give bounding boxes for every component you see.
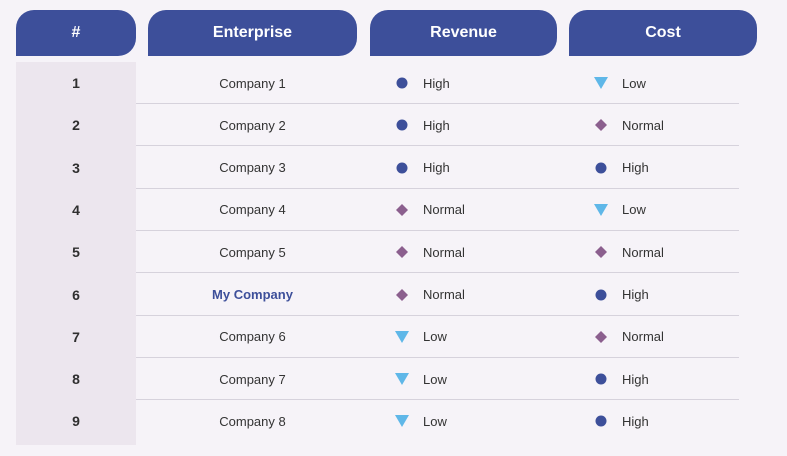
circle-icon — [395, 76, 409, 90]
row-divider — [136, 314, 739, 316]
circle-icon — [395, 161, 409, 175]
cost-cell: Low — [594, 189, 744, 231]
cost-value: Low — [622, 202, 646, 218]
row-number: 3 — [72, 159, 80, 176]
cost-cell: Low — [594, 62, 744, 104]
triangle-down-icon — [594, 203, 608, 217]
revenue-value: Low — [423, 329, 447, 345]
table-row: 3 Company 3 High High — [16, 147, 739, 189]
number-column-background — [16, 62, 136, 445]
enterprise-name: Company 7 — [219, 371, 286, 387]
triangle-down-icon — [395, 414, 409, 428]
table-row: 5 Company 5 Normal Normal — [16, 231, 739, 274]
revenue-cell: Low — [395, 358, 565, 400]
revenue-value: Normal — [423, 244, 465, 260]
diamond-icon — [395, 203, 409, 217]
header-cost-label: Cost — [645, 24, 681, 41]
row-divider — [136, 187, 739, 189]
triangle-down-icon — [594, 76, 608, 90]
cost-cell: Normal — [594, 316, 744, 358]
enterprise-name: Company 3 — [219, 160, 286, 176]
row-number: 2 — [72, 117, 80, 134]
revenue-cell: Low — [395, 316, 565, 358]
revenue-value: High — [423, 117, 450, 133]
revenue-value: High — [423, 160, 450, 176]
enterprise-name: Company 8 — [219, 413, 286, 429]
cost-cell: High — [594, 147, 744, 189]
diamond-icon — [594, 118, 608, 132]
table-row: 9 Company 8 Low High — [16, 400, 739, 442]
revenue-cell: Normal — [395, 274, 565, 316]
revenue-cell: High — [395, 147, 565, 189]
cost-value: Normal — [622, 117, 664, 133]
row-number: 7 — [72, 328, 80, 345]
table-row: 1 Company 1 High Low — [16, 62, 739, 104]
table-row: 7 Company 6 Low Normal — [16, 316, 739, 358]
table-row: 4 Company 4 Normal Low — [16, 189, 739, 231]
revenue-cell: High — [395, 104, 565, 146]
cost-value: High — [622, 287, 649, 302]
diamond-icon — [395, 245, 409, 259]
cost-value: High — [622, 413, 649, 429]
cost-value: Normal — [622, 244, 664, 260]
circle-icon — [594, 414, 608, 428]
row-number: 8 — [72, 371, 80, 388]
table-row: 8 Company 7 Low High — [16, 358, 739, 401]
diamond-icon — [594, 330, 608, 344]
revenue-value: Normal — [423, 287, 465, 302]
cost-cell: High — [594, 358, 744, 400]
row-number: 4 — [72, 201, 80, 218]
circle-icon — [594, 161, 608, 175]
revenue-value: Low — [423, 413, 447, 429]
cost-value: High — [622, 160, 649, 176]
circle-icon — [395, 118, 409, 132]
cost-cell: Normal — [594, 231, 744, 273]
enterprise-name: Company 5 — [219, 244, 286, 260]
enterprise-name: My Company — [212, 287, 293, 302]
header-enterprise: Enterprise — [148, 10, 357, 56]
revenue-cell: Low — [395, 400, 565, 442]
revenue-cell: High — [395, 62, 565, 104]
revenue-cell: Normal — [395, 231, 565, 273]
diamond-icon — [594, 245, 608, 259]
row-divider — [136, 399, 739, 401]
row-divider — [136, 229, 739, 231]
cost-value: High — [622, 371, 649, 387]
header-revenue-label: Revenue — [430, 24, 497, 41]
triangle-down-icon — [395, 372, 409, 386]
cost-value: Low — [622, 75, 646, 91]
table-row: 6 My Company Normal High — [16, 274, 739, 316]
header-number: # — [16, 10, 136, 56]
cost-cell: Normal — [594, 104, 744, 146]
circle-icon — [594, 288, 608, 302]
header-enterprise-label: Enterprise — [212, 24, 293, 41]
row-number: 1 — [72, 75, 80, 91]
header-cost: Cost — [569, 10, 757, 56]
row-divider — [136, 356, 739, 358]
cost-value: Normal — [622, 329, 664, 345]
triangle-down-icon — [395, 330, 409, 344]
enterprise-name: Company 6 — [219, 329, 286, 345]
row-divider — [136, 272, 739, 274]
cost-cell: High — [594, 274, 744, 316]
enterprise-name: Company 4 — [219, 202, 286, 218]
revenue-value: Low — [423, 371, 447, 387]
row-divider — [136, 103, 739, 104]
enterprise-name: Company 1 — [219, 75, 286, 91]
row-divider — [136, 145, 739, 147]
diamond-icon — [395, 288, 409, 302]
row-number: 5 — [72, 244, 80, 261]
revenue-value: Normal — [423, 202, 465, 218]
header-revenue: Revenue — [370, 10, 557, 56]
row-number: 6 — [72, 286, 80, 303]
enterprise-name: Company 2 — [219, 117, 286, 133]
table-row: 2 Company 2 High Normal — [16, 104, 739, 147]
row-number: 9 — [72, 413, 80, 430]
header-number-label: # — [71, 24, 81, 41]
cost-cell: High — [594, 400, 744, 442]
revenue-cell: Normal — [395, 189, 565, 231]
revenue-value: High — [423, 75, 450, 91]
circle-icon — [594, 372, 608, 386]
